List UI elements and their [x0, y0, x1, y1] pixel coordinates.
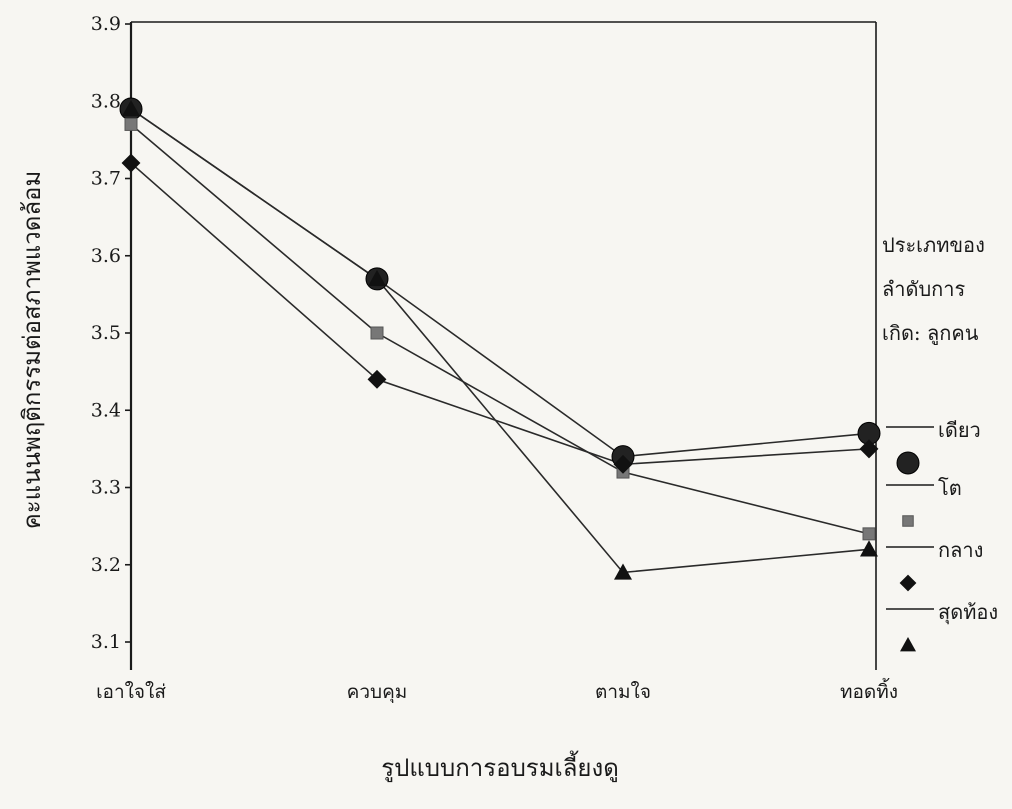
legend-marker-circle [896, 451, 920, 475]
x-tick-label: เอาใจใส่ [96, 681, 166, 703]
legend-title-line: ประเภทของ [882, 233, 985, 257]
legend-marker-diamond [899, 574, 917, 592]
data-point-square [124, 117, 138, 131]
data-point-square [862, 527, 876, 541]
legend-title-line: ลำดับการ [882, 277, 966, 301]
y-tick-label: 3.4 [91, 399, 121, 421]
series-line-1 [130, 108, 870, 458]
data-point-triangle [122, 99, 140, 117]
legend-label: โต [938, 476, 962, 500]
y-axis-title: คะแนนพฤติกรรมต่อสภาพแวดล้อม [18, 171, 46, 530]
y-tick-label: 3.3 [91, 477, 121, 499]
y-tick-label: 3.8 [91, 90, 121, 112]
data-point-diamond [121, 153, 141, 173]
x-axis-title: รูปแบบการอบรมเลี้ยงดู [381, 750, 619, 783]
data-point-triangle [614, 563, 632, 580]
data-point-diamond [367, 369, 387, 389]
legend-label: กลาง [938, 538, 983, 562]
series-line-2 [130, 123, 870, 535]
y-tick-label: 3.7 [91, 168, 121, 190]
x-tick-label: ควบคุม [347, 681, 408, 704]
legend-marker-triangle [900, 637, 916, 652]
series-line-4 [130, 108, 870, 574]
data-point-triangle [368, 269, 386, 287]
y-tick-label: 3.6 [91, 245, 121, 267]
y-tick-label: 3.9 [91, 13, 121, 35]
legend-marker-square [902, 515, 914, 527]
y-tick-label: 3.2 [91, 554, 121, 576]
x-tick-label: ตามใจ [595, 681, 651, 703]
data-point-square [370, 326, 384, 340]
data-point-triangle [860, 540, 878, 557]
legend-title-line: เกิด: ลูกคน [882, 321, 979, 346]
legend-label: สุดท้อง [938, 600, 998, 625]
y-tick-label: 3.5 [91, 322, 121, 344]
data-point-diamond [859, 439, 879, 459]
y-tick-label: 3.1 [91, 631, 121, 653]
series-line-3 [130, 162, 870, 466]
data-point-diamond [613, 454, 633, 474]
legend-label: เดียว [938, 418, 981, 442]
x-tick-label: ทอดทิ้ง [840, 678, 898, 703]
